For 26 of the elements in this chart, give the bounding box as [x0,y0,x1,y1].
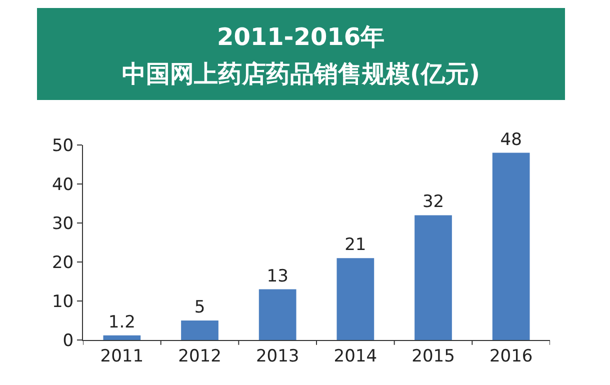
data-label: 1.2 [108,312,136,332]
x-tick-label: 2011 [100,346,144,366]
y-tick-label: 30 [52,214,74,234]
y-tick-label: 40 [52,174,74,195]
bar [414,215,452,340]
y-tick-label: 20 [52,252,74,273]
bar [258,289,296,340]
x-tick-label: 2015 [412,346,455,366]
bar [181,320,218,340]
data-label: 32 [422,192,444,212]
x-tick-label: 2016 [489,346,533,366]
chart-subtitle: 中国网上药店药品销售规模(亿元) [122,60,480,88]
data-label: 48 [500,130,522,150]
y-tick-label: 10 [52,292,74,312]
bar [103,335,141,340]
bar [336,258,374,340]
data-label: 21 [344,235,366,256]
data-label: 5 [194,298,206,318]
x-tick-label: 2014 [334,346,378,366]
y-tick-label: 50 [52,136,74,156]
chart-title: 2011-2016年 [217,23,385,51]
bar [492,152,530,340]
x-tick-label: 2012 [178,346,222,366]
data-label: 13 [266,266,288,286]
y-tick-label: 0 [62,330,74,351]
x-tick-label: 2013 [256,346,300,366]
